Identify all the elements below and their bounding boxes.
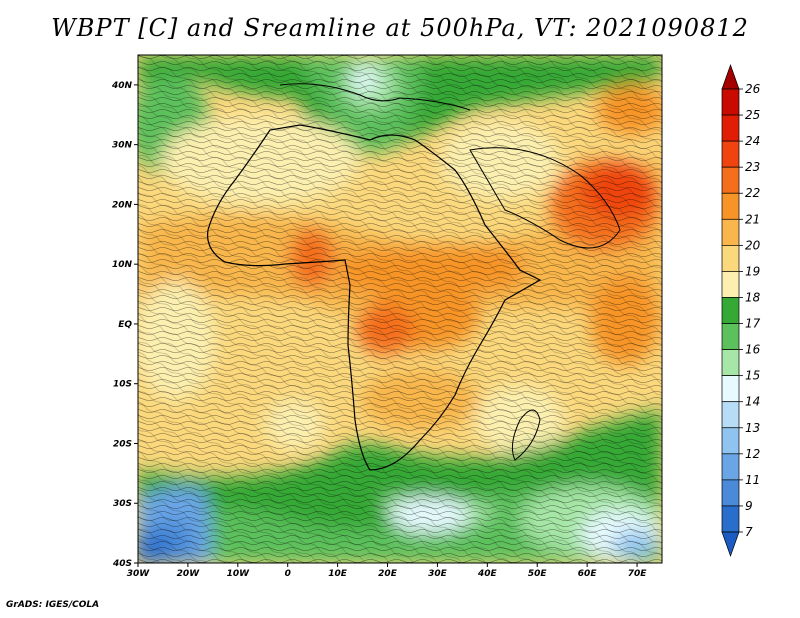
y-tick-label: 40N — [111, 81, 133, 91]
plot-frame — [137, 54, 663, 564]
colorbar-label: 11 — [745, 473, 760, 487]
x-tick-label: 30E — [428, 569, 448, 579]
x-axis-ticks: 30W 20W 10W 0 10E 20E 30E 40E 50E 60E 70E — [127, 563, 647, 579]
colorbar-label: 14 — [745, 395, 760, 409]
x-tick-label: 10W — [227, 569, 251, 579]
colorbar-label: 15 — [745, 369, 760, 383]
colorbar-segment — [721, 218, 740, 246]
colorbar-segment — [721, 166, 740, 194]
y-tick-label: 30N — [112, 141, 133, 151]
colorbar-label: 25 — [745, 108, 760, 122]
colorbar-segment — [721, 401, 740, 429]
mediterranean-coastline — [279, 83, 471, 111]
colorbar-label: 12 — [745, 447, 760, 461]
colorbar-bottom-arrow — [721, 531, 740, 558]
colorbar-segment — [721, 114, 740, 142]
colorbar-label: 21 — [745, 212, 760, 226]
colorbar-segment — [721, 297, 740, 324]
arabia-coastline — [469, 147, 621, 249]
y-tick-label: 20S — [113, 439, 132, 449]
colorbar: 26 25 24 23 22 21 20 19 18 17 16 15 14 13 12 11 9 7 — [721, 63, 761, 558]
x-tick-label: 0 — [285, 569, 291, 579]
colorbar-segment — [721, 375, 740, 403]
colorbar-segment — [721, 479, 740, 507]
x-tick-label: 30W — [127, 569, 151, 579]
credit-footer: GrADS: IGES/COLA — [6, 600, 100, 610]
colorbar-segment — [721, 323, 740, 350]
colorbar-segment — [721, 427, 740, 455]
x-tick-label: 50E — [528, 569, 548, 579]
colorbar-segment — [721, 88, 740, 116]
x-tick-label: 40E — [477, 569, 498, 579]
x-tick-label: 60E — [578, 569, 598, 579]
colorbar-label: 24 — [745, 134, 760, 148]
colorbar-label: 22 — [745, 186, 760, 200]
colorbar-segment — [721, 140, 740, 168]
colorbar-top-arrow — [721, 63, 740, 90]
chart-title: WBPT [C] and Sreamline at 500hPa, VT: 20… — [51, 14, 749, 42]
y-tick-label: 40S — [112, 559, 132, 569]
colorbar-label: 18 — [745, 290, 761, 304]
y-tick-label: 10N — [112, 260, 133, 270]
y-axis-ticks: 40N 30N 20N 10N EQ 10S 20S 30S 40S — [111, 81, 138, 569]
colorbar-segment — [721, 453, 740, 481]
x-tick-label: 20E — [378, 569, 398, 579]
y-tick-label: 10S — [113, 380, 132, 390]
colorbar-segment — [721, 505, 740, 533]
x-tick-label: 20W — [177, 569, 201, 579]
y-tick-label: 30S — [113, 499, 132, 509]
colorbar-segment — [721, 271, 740, 298]
colorbar-label: 13 — [745, 421, 760, 435]
colorbar-label: 26 — [745, 82, 761, 96]
y-tick-label: EQ — [118, 320, 132, 330]
madagascar-coastline — [511, 409, 541, 461]
colorbar-label: 17 — [745, 317, 761, 331]
field-area — [138, 55, 662, 563]
colorbar-segment — [721, 349, 740, 376]
colorbar-label: 23 — [745, 160, 760, 174]
x-tick-label: 10E — [328, 569, 348, 579]
colorbar-label: 20 — [745, 238, 761, 252]
x-tick-label: 70E — [628, 569, 648, 579]
colorbar-label: 9 — [745, 499, 753, 513]
colorbar-segment — [721, 192, 740, 220]
y-tick-label: 20N — [112, 200, 133, 210]
colorbar-label: 16 — [745, 343, 761, 357]
africa-coastline — [207, 124, 542, 471]
colorbar-segment — [721, 245, 740, 272]
colorbar-label: 19 — [745, 264, 760, 278]
colorbar-label: 7 — [745, 525, 753, 539]
streamlines-diagonal — [138, 55, 662, 563]
